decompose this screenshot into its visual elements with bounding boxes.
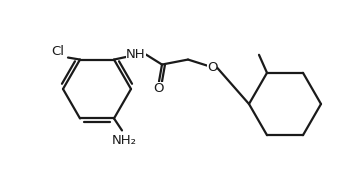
Text: NH₂: NH₂ xyxy=(111,134,136,147)
Text: O: O xyxy=(154,82,164,95)
Text: NH: NH xyxy=(126,48,146,61)
Text: Cl: Cl xyxy=(52,45,65,58)
Text: O: O xyxy=(207,61,217,74)
